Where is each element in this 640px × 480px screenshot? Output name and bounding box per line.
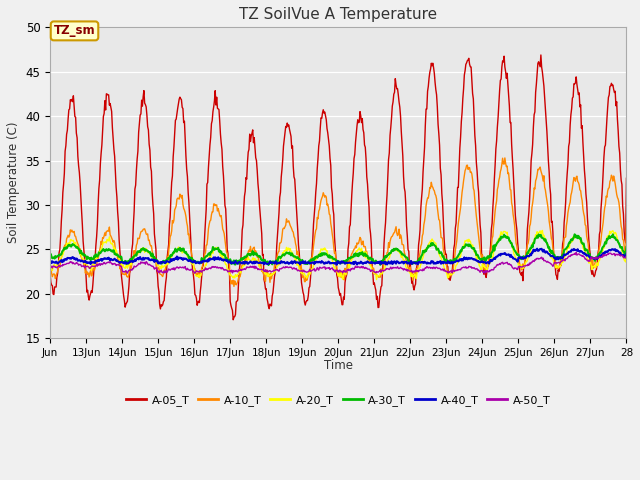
A-50_T bbox=[516, 264, 524, 269]
A-20_T bbox=[125, 261, 132, 267]
A-05_T bbox=[537, 52, 545, 58]
X-axis label: Time: Time bbox=[324, 360, 353, 372]
A-30_T bbox=[173, 249, 180, 254]
A-50_T bbox=[572, 250, 580, 255]
A-20_T bbox=[623, 247, 630, 252]
A-10_T bbox=[230, 284, 238, 289]
Line: A-05_T: A-05_T bbox=[50, 55, 627, 320]
A-20_T bbox=[173, 248, 180, 253]
Line: A-10_T: A-10_T bbox=[50, 158, 627, 287]
A-10_T bbox=[534, 167, 541, 172]
A-40_T bbox=[534, 248, 541, 254]
A-30_T bbox=[609, 231, 617, 237]
Line: A-30_T: A-30_T bbox=[50, 234, 627, 265]
A-30_T bbox=[264, 262, 272, 268]
A-10_T bbox=[46, 270, 54, 276]
A-20_T bbox=[461, 238, 469, 243]
A-40_T bbox=[125, 260, 132, 265]
A-30_T bbox=[46, 252, 54, 258]
A-30_T bbox=[516, 254, 524, 260]
A-50_T bbox=[55, 263, 63, 268]
Line: A-40_T: A-40_T bbox=[50, 249, 627, 265]
A-30_T bbox=[55, 252, 63, 257]
A-50_T bbox=[533, 256, 541, 262]
A-05_T bbox=[516, 270, 524, 276]
A-40_T bbox=[55, 259, 63, 265]
A-05_T bbox=[533, 71, 541, 76]
Y-axis label: Soil Temperature (C): Soil Temperature (C) bbox=[7, 122, 20, 243]
A-05_T bbox=[173, 111, 180, 117]
A-20_T bbox=[533, 229, 541, 235]
Line: A-50_T: A-50_T bbox=[50, 252, 627, 273]
A-05_T bbox=[125, 283, 132, 289]
Line: A-20_T: A-20_T bbox=[50, 230, 627, 279]
A-30_T bbox=[461, 243, 469, 249]
A-40_T bbox=[623, 251, 630, 257]
A-40_T bbox=[533, 246, 541, 252]
A-30_T bbox=[125, 260, 132, 266]
A-40_T bbox=[333, 262, 340, 268]
Text: TZ_sm: TZ_sm bbox=[54, 24, 95, 37]
A-05_T bbox=[461, 68, 469, 73]
A-10_T bbox=[516, 263, 524, 268]
A-50_T bbox=[46, 264, 54, 270]
A-30_T bbox=[533, 233, 541, 239]
A-05_T bbox=[55, 250, 63, 255]
A-40_T bbox=[516, 254, 524, 260]
A-50_T bbox=[125, 267, 132, 273]
A-10_T bbox=[623, 220, 630, 226]
A-50_T bbox=[623, 253, 630, 259]
A-50_T bbox=[191, 270, 199, 276]
Legend: A-05_T, A-10_T, A-20_T, A-30_T, A-40_T, A-50_T: A-05_T, A-10_T, A-20_T, A-30_T, A-40_T, … bbox=[122, 391, 555, 410]
A-40_T bbox=[173, 253, 180, 259]
A-10_T bbox=[125, 272, 132, 277]
A-10_T bbox=[461, 168, 469, 173]
A-20_T bbox=[516, 263, 524, 268]
A-50_T bbox=[461, 265, 469, 271]
A-20_T bbox=[372, 276, 380, 282]
A-40_T bbox=[46, 259, 54, 265]
A-50_T bbox=[173, 264, 180, 270]
A-10_T bbox=[501, 155, 509, 161]
A-05_T bbox=[229, 317, 237, 323]
A-10_T bbox=[55, 264, 63, 269]
A-20_T bbox=[55, 258, 63, 264]
Title: TZ SoilVue A Temperature: TZ SoilVue A Temperature bbox=[239, 7, 437, 22]
A-40_T bbox=[461, 256, 469, 262]
A-20_T bbox=[46, 261, 54, 267]
A-10_T bbox=[173, 196, 180, 202]
A-05_T bbox=[623, 175, 630, 181]
A-30_T bbox=[623, 244, 630, 250]
A-20_T bbox=[538, 228, 546, 233]
A-05_T bbox=[46, 271, 54, 276]
